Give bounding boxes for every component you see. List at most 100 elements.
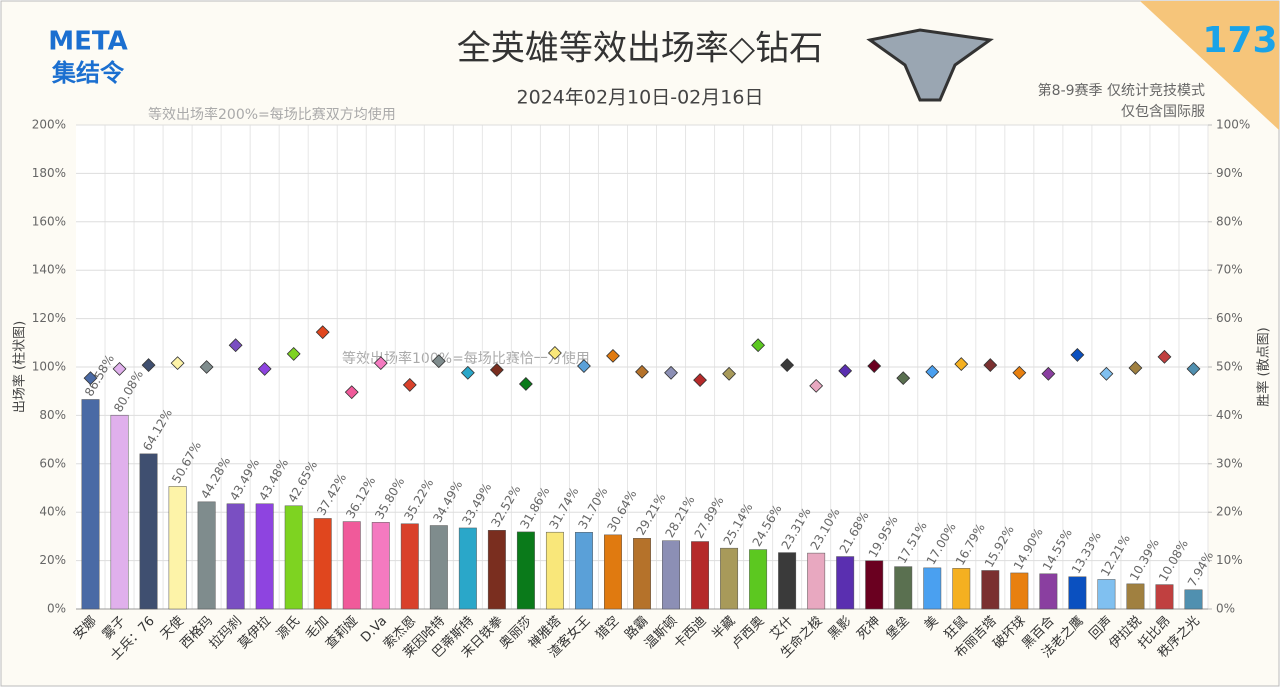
win-rate-marker xyxy=(228,338,243,353)
bar xyxy=(1039,573,1058,610)
rank-icon xyxy=(866,28,994,102)
win-rate-marker xyxy=(518,377,533,391)
win-rate-marker xyxy=(141,358,156,372)
y2-tick-label: 70% xyxy=(1216,263,1243,277)
badge: 173 xyxy=(1202,20,1277,61)
y2-tick-label: 10% xyxy=(1216,553,1243,567)
y-axis-label: 出场率 (柱状图) xyxy=(12,321,28,413)
bar xyxy=(400,523,419,610)
logo: META xyxy=(48,27,127,57)
bar xyxy=(923,567,942,610)
bar xyxy=(487,530,506,610)
win-rate-marker xyxy=(315,325,330,340)
win-rate-marker xyxy=(547,346,562,360)
win-rate-marker xyxy=(373,356,388,371)
win-rate-marker xyxy=(83,371,98,386)
bar xyxy=(255,503,274,610)
win-rate-marker xyxy=(809,378,824,393)
win-rate-marker xyxy=(1157,349,1172,364)
bar xyxy=(807,552,826,610)
win-rate-marker xyxy=(693,373,707,387)
win-rate-marker xyxy=(896,371,911,386)
win-rate-marker xyxy=(431,354,446,369)
bar xyxy=(81,399,100,610)
bar xyxy=(226,503,245,610)
bar xyxy=(139,453,158,610)
win-rate-marker xyxy=(925,364,940,379)
win-rate-marker xyxy=(286,347,301,361)
win-rate-marker xyxy=(257,362,272,376)
bar xyxy=(894,566,913,610)
win-rate-marker xyxy=(1186,362,1201,376)
y2-tick-label: 30% xyxy=(1216,456,1243,470)
win-rate-marker xyxy=(170,356,185,371)
y-tick-label: 180% xyxy=(32,166,66,180)
y-tick-label: 120% xyxy=(32,311,66,325)
y-tick-label: 200% xyxy=(32,118,66,132)
bar xyxy=(749,549,768,610)
y2-tick-label: 90% xyxy=(1216,166,1243,180)
bar xyxy=(545,531,564,610)
bar xyxy=(720,547,739,610)
bar xyxy=(342,521,361,610)
win-rate-marker xyxy=(402,377,417,392)
y2-axis-label: 胜率 (散点图) xyxy=(1256,327,1272,406)
logo: 集结令 xyxy=(51,59,125,87)
chart-subtitle: 2024年02月10日-02月16日 xyxy=(517,87,764,109)
win-rate-marker xyxy=(1128,361,1143,375)
bar xyxy=(1184,589,1203,610)
y2-tick-label: 100% xyxy=(1216,118,1250,132)
y-tick-label: 60% xyxy=(39,456,66,470)
win-rate-marker xyxy=(344,385,359,400)
y2-tick-label: 60% xyxy=(1216,311,1243,325)
bar xyxy=(836,556,855,610)
bar xyxy=(1010,572,1029,610)
bar xyxy=(516,531,535,610)
bar xyxy=(865,560,884,610)
y2-tick-label: 80% xyxy=(1216,214,1243,228)
annotation: 等效出场率100%=每场比赛恰一方使用 xyxy=(342,350,590,367)
y-tick-label: 140% xyxy=(32,263,66,277)
win-rate-marker xyxy=(199,360,214,374)
win-rate-marker xyxy=(1012,365,1027,380)
y-tick-label: 20% xyxy=(39,553,66,567)
bar xyxy=(574,532,593,610)
win-rate-marker xyxy=(460,365,475,380)
y2-tick-label: 20% xyxy=(1216,505,1243,519)
bar xyxy=(313,518,332,610)
win-rate-marker xyxy=(838,363,853,378)
win-rate-marker xyxy=(635,364,649,379)
y-tick-label: 160% xyxy=(32,214,66,228)
note: 第8-9赛季 仅统计竞技模式 xyxy=(1038,82,1205,99)
win-rate-marker xyxy=(867,359,882,373)
bar xyxy=(952,568,971,610)
bar xyxy=(197,501,216,610)
bar xyxy=(778,552,797,610)
win-rate-marker xyxy=(722,366,737,381)
win-rate-marker xyxy=(751,338,766,353)
win-rate-marker xyxy=(577,359,591,373)
win-rate-marker xyxy=(489,362,504,377)
win-rate-marker xyxy=(954,357,969,372)
win-rate-marker xyxy=(983,358,998,372)
y-tick-label: 100% xyxy=(32,360,66,374)
bar xyxy=(1068,576,1087,610)
bar xyxy=(1155,584,1174,610)
note: 仅包含国际服 xyxy=(1121,104,1205,120)
y-tick-label: 40% xyxy=(39,505,66,519)
win-rate-marker xyxy=(780,358,795,372)
bar xyxy=(284,505,303,610)
bar xyxy=(429,525,448,610)
chart-title: 全英雄等效出场率◇钻石 xyxy=(457,29,823,69)
win-rate-marker xyxy=(1041,366,1056,381)
y-tick-label: 0% xyxy=(47,602,66,616)
bar xyxy=(168,486,187,610)
bar xyxy=(691,541,710,610)
win-rate-marker xyxy=(1099,366,1114,381)
bar xyxy=(1126,583,1145,610)
win-rate-marker xyxy=(664,365,678,380)
y2-tick-label: 40% xyxy=(1216,408,1243,422)
bar xyxy=(110,414,129,610)
corner xyxy=(1140,1,1279,130)
